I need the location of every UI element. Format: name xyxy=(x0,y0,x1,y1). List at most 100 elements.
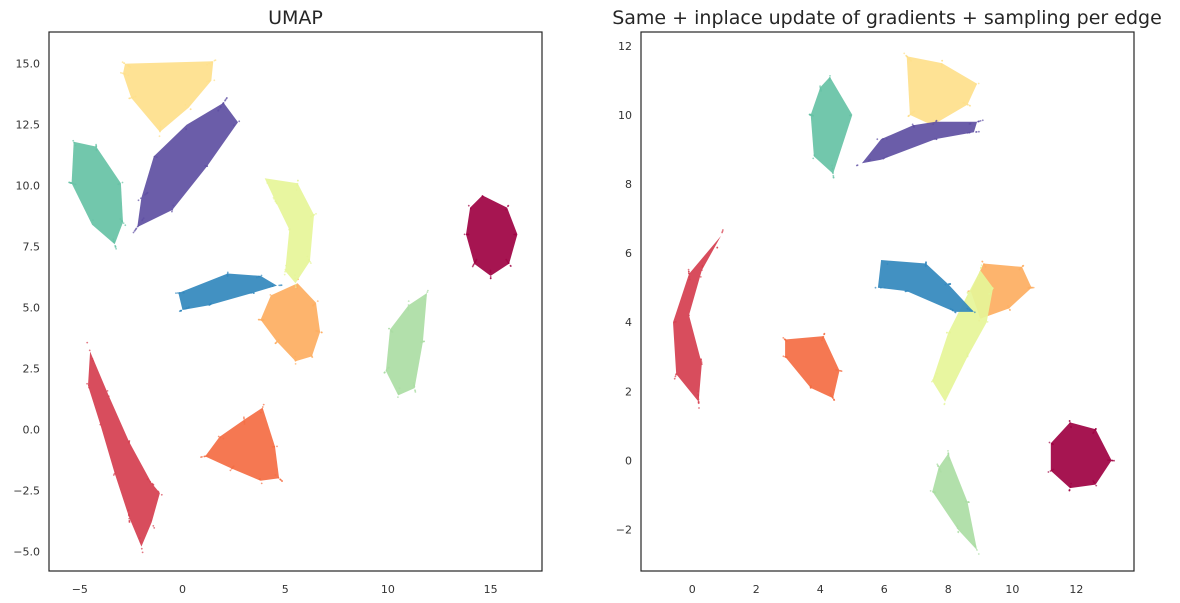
chart-title-right: Same + inplace update of gradients + sam… xyxy=(612,7,1162,29)
scatter-point xyxy=(967,103,969,106)
scatter-point xyxy=(144,193,146,196)
y-tick-label: −2.5 xyxy=(13,485,40,498)
scatter-point xyxy=(981,260,984,263)
scatter-point xyxy=(465,233,468,236)
scatter-point xyxy=(913,110,916,113)
scatter-point xyxy=(934,375,937,378)
scatter-point xyxy=(259,318,262,321)
scatter-point xyxy=(700,361,703,364)
scatter-point xyxy=(688,314,690,317)
scatter-point xyxy=(70,182,73,185)
y-tick-label: 10.0 xyxy=(16,180,41,193)
cluster-left-7 xyxy=(71,141,123,245)
scatter-point xyxy=(74,144,77,147)
scatter-point xyxy=(1031,286,1033,289)
scatter-point xyxy=(128,519,131,522)
scatter-point xyxy=(949,283,951,285)
scatter-point xyxy=(424,295,427,297)
scatter-point xyxy=(155,156,158,159)
scatter-point xyxy=(95,146,98,148)
scatter-point xyxy=(294,355,297,358)
scatter-point xyxy=(867,159,870,162)
scatter-point xyxy=(413,384,415,386)
scatter-point xyxy=(274,200,277,202)
scatter-point xyxy=(277,339,280,341)
scatter-point xyxy=(213,79,216,82)
scatter-point xyxy=(1068,420,1071,422)
scatter-point xyxy=(831,168,834,171)
scatter-point xyxy=(722,229,724,231)
scatter-point xyxy=(1108,459,1111,462)
scatter-point xyxy=(159,129,162,131)
x-tick-label: 5 xyxy=(282,583,289,596)
scatter-point xyxy=(88,349,91,352)
y-tick-label: 10 xyxy=(618,109,632,122)
scatter-point xyxy=(782,337,785,339)
scatter-point xyxy=(296,285,299,287)
scatter-point xyxy=(1048,441,1051,444)
scatter-point xyxy=(151,482,154,485)
scatter-point xyxy=(201,456,203,458)
scatter-point xyxy=(474,260,477,263)
y-tick-label: 0 xyxy=(625,454,632,467)
scatter-point xyxy=(258,275,260,278)
scatter-point xyxy=(123,73,126,75)
cluster-right-6 xyxy=(932,453,978,551)
scatter-point xyxy=(784,339,787,341)
scatter-point xyxy=(294,286,297,288)
scatter-point xyxy=(127,64,130,67)
scatter-point xyxy=(933,138,936,140)
scatter-point xyxy=(295,188,298,191)
scatter-point xyxy=(142,217,145,220)
umap-panel: −5 0 5 10 15 −5.0 −2.5 0.0 2.5 5.0 7.5 10.0 12.5 15.… xyxy=(13,7,543,596)
scatter-point xyxy=(269,285,271,288)
scatter-point xyxy=(204,165,207,167)
scatter-point xyxy=(966,296,969,299)
scatter-point xyxy=(1007,305,1009,307)
scatter-point xyxy=(1095,484,1098,487)
scatter-point xyxy=(271,285,274,287)
scatter-point xyxy=(964,102,966,105)
scatter-point xyxy=(835,368,837,371)
scatter-point xyxy=(932,379,934,381)
scatter-point xyxy=(160,493,163,496)
scatter-point xyxy=(924,265,927,268)
scatter-point xyxy=(832,397,834,399)
scatter-point xyxy=(159,130,161,133)
scatter-point xyxy=(966,307,969,310)
scatter-point xyxy=(944,283,947,286)
scatter-point xyxy=(206,165,209,168)
scatter-point xyxy=(932,491,935,493)
cluster-layer-right xyxy=(673,52,1115,555)
scatter-point xyxy=(73,183,76,186)
scatter-point xyxy=(182,291,184,294)
cluster-right-9 xyxy=(861,121,978,164)
scatter-point xyxy=(489,277,492,280)
y-tick-label: 7.5 xyxy=(23,241,41,254)
scatter-point xyxy=(127,441,130,444)
y-tick-label: 6 xyxy=(625,247,632,260)
scatter-point xyxy=(1113,459,1115,462)
scatter-point xyxy=(991,288,994,290)
scatter-point xyxy=(315,329,318,332)
scatter-point xyxy=(219,436,222,439)
x-axis-right: 0 2 4 6 8 10 12 xyxy=(689,583,1084,596)
scatter-point xyxy=(309,260,311,263)
scatter-point xyxy=(932,120,935,122)
y-tick-label: 12.5 xyxy=(16,119,41,132)
cluster-left-9 xyxy=(137,102,238,228)
scatter-point xyxy=(294,277,297,280)
scatter-point xyxy=(469,207,472,210)
scatter-point xyxy=(1107,459,1109,461)
scatter-point xyxy=(121,181,124,184)
scatter-point xyxy=(832,172,834,175)
cluster-points-left-4 xyxy=(120,59,217,138)
y-tick-label: 0.0 xyxy=(23,424,41,437)
scatter-point xyxy=(979,271,981,274)
scatter-point xyxy=(481,195,484,197)
x-tick-label: 6 xyxy=(881,583,888,596)
scatter-point xyxy=(939,469,942,472)
scatter-point xyxy=(977,553,980,555)
y-tick-label: −5.0 xyxy=(13,546,40,559)
scatter-point xyxy=(673,377,676,380)
